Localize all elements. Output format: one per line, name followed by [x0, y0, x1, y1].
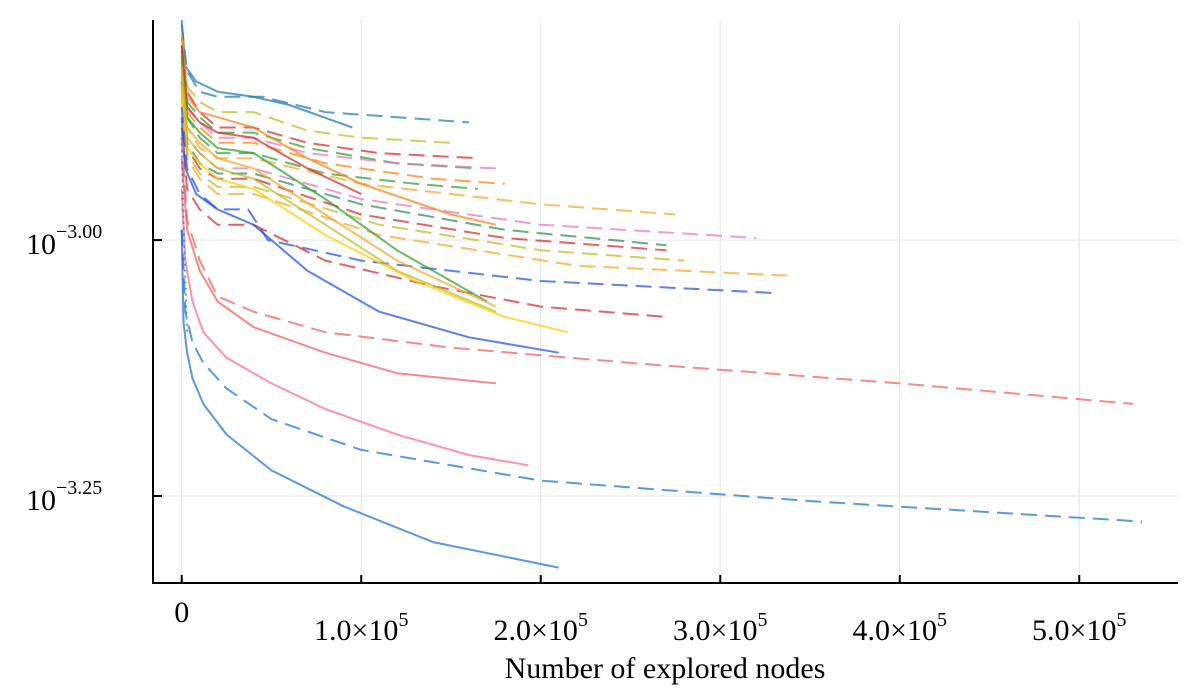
series-line-15	[180, 106, 780, 295]
series-line-3	[180, 35, 452, 144]
series-line-19	[180, 55, 488, 303]
x-tick-mantissa: 1.0×10	[314, 614, 398, 647]
series-line-17	[180, 35, 497, 226]
series-line-24	[180, 137, 1134, 405]
x-tick-exponent: 5	[1116, 609, 1126, 631]
series-line-21	[180, 76, 497, 313]
grid-lines	[153, 20, 1178, 583]
series-line-29	[180, 137, 189, 333]
series-line-22	[180, 86, 568, 334]
series-line-26	[180, 188, 529, 467]
y-tick-label: 10−3.00	[26, 221, 102, 261]
series-line-25	[180, 158, 497, 385]
ticks: 01.0×105 2.0×105 3.0×105 4.0×105 5.0×10510−3…	[26, 221, 1126, 647]
y-tick-exponent: −3.00	[56, 221, 102, 243]
series-line-23	[180, 117, 559, 354]
x-axis-title: Number of explored nodes	[505, 652, 826, 685]
series-line-13	[180, 91, 685, 262]
x-tick-mantissa: 3.0×10	[673, 614, 757, 647]
series-line-2	[180, 24, 469, 124]
series-lines	[180, 19, 1143, 569]
x-tick-mantissa: 4.0×10	[853, 614, 937, 647]
x-tick-label: 3.0×105	[673, 609, 767, 647]
series-line-12	[180, 86, 667, 252]
series-line-20	[180, 66, 497, 308]
x-tick-mantissa: 2.0×10	[494, 614, 578, 647]
series-line-7	[180, 60, 505, 185]
y-tick-label: 10−3.25	[26, 477, 102, 517]
x-tick-label: 2.0×105	[494, 609, 588, 647]
x-tick-mantissa: 5.0×10	[1032, 614, 1116, 647]
x-tick-exponent: 5	[578, 609, 588, 631]
x-tick-exponent: 5	[757, 609, 767, 631]
y-tick-base: 10	[26, 484, 56, 517]
x-tick-label: 4.0×105	[853, 609, 947, 647]
axes	[152, 20, 1178, 584]
series-line-27	[180, 229, 1143, 523]
y-tick-base: 10	[26, 228, 56, 261]
y-tick-exponent: −3.25	[56, 477, 102, 499]
series-line-10	[180, 76, 757, 239]
series-line-14	[180, 96, 793, 277]
x-tick-exponent: 5	[937, 609, 947, 631]
x-tick-label: 1.0×105	[314, 609, 408, 647]
series-line-28	[180, 229, 559, 569]
series-line-4	[180, 45, 478, 160]
x-tick-mantissa: 0	[174, 596, 189, 629]
x-tick-exponent: 5	[398, 609, 408, 631]
x-tick-label: 5.0×105	[1032, 609, 1126, 647]
x-tick-label: 0	[174, 596, 189, 629]
series-line-5	[180, 50, 478, 170]
